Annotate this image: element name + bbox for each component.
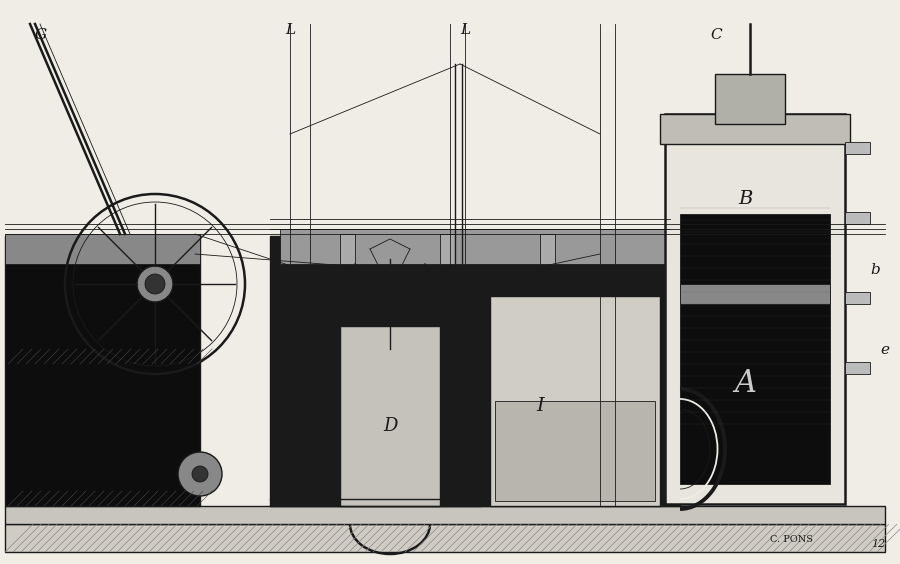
Bar: [5, 506, 885, 524]
Circle shape: [145, 274, 165, 294]
Bar: [270, 236, 680, 506]
Bar: [495, 401, 655, 501]
Text: I: I: [536, 397, 544, 415]
Bar: [340, 234, 355, 264]
Bar: [845, 362, 870, 374]
Text: A: A: [734, 368, 756, 399]
Bar: [660, 114, 850, 144]
Text: b: b: [870, 263, 880, 277]
Bar: [340, 326, 440, 506]
Bar: [440, 234, 455, 264]
Bar: [5, 236, 200, 506]
Text: C. PONS: C. PONS: [770, 535, 813, 544]
Text: L: L: [285, 23, 295, 37]
Bar: [715, 74, 785, 124]
Text: B: B: [380, 288, 392, 302]
Text: C: C: [710, 28, 722, 42]
Bar: [490, 296, 660, 506]
Text: 12: 12: [871, 539, 885, 549]
Bar: [680, 214, 830, 484]
Circle shape: [192, 466, 208, 482]
Circle shape: [178, 452, 222, 496]
Bar: [665, 114, 845, 504]
Text: e: e: [880, 343, 889, 357]
Bar: [5, 234, 200, 264]
Bar: [845, 292, 870, 304]
Bar: [845, 142, 870, 154]
Bar: [540, 234, 555, 264]
Text: L: L: [460, 23, 470, 37]
Bar: [680, 284, 830, 304]
Text: D: D: [382, 417, 397, 435]
Circle shape: [415, 299, 435, 319]
Bar: [845, 212, 870, 224]
Bar: [280, 229, 670, 264]
Bar: [5, 524, 885, 552]
Text: B: B: [738, 190, 752, 208]
Text: G: G: [35, 28, 47, 42]
Circle shape: [137, 266, 173, 302]
Circle shape: [345, 299, 365, 319]
